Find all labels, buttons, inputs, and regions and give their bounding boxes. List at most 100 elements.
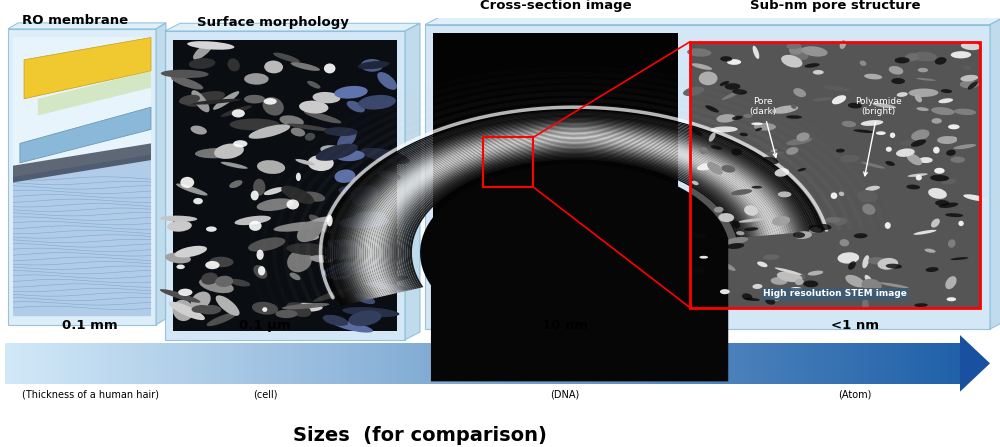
Ellipse shape: [187, 41, 234, 50]
Bar: [660, 343, 664, 384]
Ellipse shape: [286, 302, 311, 317]
Ellipse shape: [786, 115, 802, 119]
Ellipse shape: [886, 264, 902, 269]
Bar: [433, 33, 678, 308]
Bar: [794, 343, 798, 384]
Bar: [72, 343, 76, 384]
Bar: [299, 343, 303, 384]
Ellipse shape: [335, 169, 355, 183]
Bar: [471, 343, 476, 384]
Ellipse shape: [786, 147, 798, 155]
Bar: [867, 343, 872, 384]
Text: (cell): (cell): [253, 389, 277, 399]
Bar: [941, 343, 945, 384]
Bar: [826, 343, 830, 384]
Polygon shape: [323, 109, 824, 306]
Bar: [292, 343, 297, 384]
Bar: [232, 343, 236, 384]
Polygon shape: [156, 23, 166, 325]
Text: Surface morphology: Surface morphology: [197, 16, 349, 29]
Bar: [27, 343, 32, 384]
Bar: [75, 343, 79, 384]
Ellipse shape: [161, 70, 209, 78]
Ellipse shape: [915, 94, 922, 102]
Bar: [906, 343, 910, 384]
Bar: [483, 138, 533, 187]
Polygon shape: [410, 158, 738, 287]
Bar: [657, 343, 661, 384]
Ellipse shape: [257, 160, 285, 174]
Ellipse shape: [900, 140, 916, 146]
Bar: [788, 343, 792, 384]
Ellipse shape: [171, 76, 203, 89]
Polygon shape: [165, 31, 405, 340]
Bar: [107, 343, 111, 384]
Bar: [915, 343, 919, 384]
Bar: [874, 343, 878, 384]
Bar: [717, 343, 721, 384]
Bar: [13, 38, 151, 316]
Bar: [666, 343, 670, 384]
Ellipse shape: [192, 305, 211, 313]
Bar: [126, 343, 131, 384]
Bar: [436, 343, 440, 384]
Ellipse shape: [692, 63, 712, 70]
Bar: [922, 343, 926, 384]
Ellipse shape: [941, 89, 952, 93]
Ellipse shape: [813, 70, 824, 75]
Ellipse shape: [912, 52, 937, 61]
Ellipse shape: [725, 237, 748, 245]
Bar: [401, 343, 405, 384]
Bar: [340, 343, 345, 384]
Bar: [59, 343, 63, 384]
Ellipse shape: [184, 91, 225, 107]
Polygon shape: [392, 148, 756, 291]
Bar: [954, 343, 958, 384]
Bar: [589, 343, 594, 384]
Ellipse shape: [711, 145, 722, 150]
Bar: [104, 343, 108, 384]
Bar: [248, 343, 252, 384]
Bar: [711, 343, 715, 384]
Ellipse shape: [916, 78, 936, 81]
Ellipse shape: [963, 66, 971, 70]
Ellipse shape: [165, 253, 191, 263]
Text: High resolution STEM image: High resolution STEM image: [763, 289, 907, 298]
Bar: [213, 343, 217, 384]
Bar: [778, 343, 782, 384]
Ellipse shape: [323, 315, 348, 326]
Ellipse shape: [340, 246, 363, 256]
Bar: [123, 343, 127, 384]
Bar: [136, 343, 140, 384]
Bar: [47, 343, 51, 384]
Bar: [522, 343, 527, 384]
Bar: [158, 343, 162, 384]
Ellipse shape: [320, 145, 345, 155]
Polygon shape: [377, 139, 771, 295]
Bar: [526, 343, 530, 384]
Ellipse shape: [771, 277, 788, 285]
Bar: [797, 343, 801, 384]
Ellipse shape: [817, 224, 831, 230]
Bar: [62, 343, 67, 384]
Ellipse shape: [305, 133, 315, 141]
Bar: [685, 343, 690, 384]
Ellipse shape: [914, 303, 928, 307]
Ellipse shape: [291, 127, 305, 136]
Ellipse shape: [257, 249, 264, 260]
Ellipse shape: [913, 230, 936, 235]
Bar: [209, 343, 214, 384]
Bar: [765, 343, 769, 384]
Ellipse shape: [862, 204, 875, 215]
Bar: [305, 343, 309, 384]
Polygon shape: [38, 71, 151, 115]
Bar: [328, 343, 332, 384]
Ellipse shape: [876, 131, 886, 135]
Bar: [414, 343, 418, 384]
Bar: [516, 343, 520, 384]
Bar: [286, 343, 290, 384]
Bar: [829, 343, 833, 384]
Bar: [155, 343, 159, 384]
Bar: [385, 343, 389, 384]
Bar: [506, 343, 511, 384]
